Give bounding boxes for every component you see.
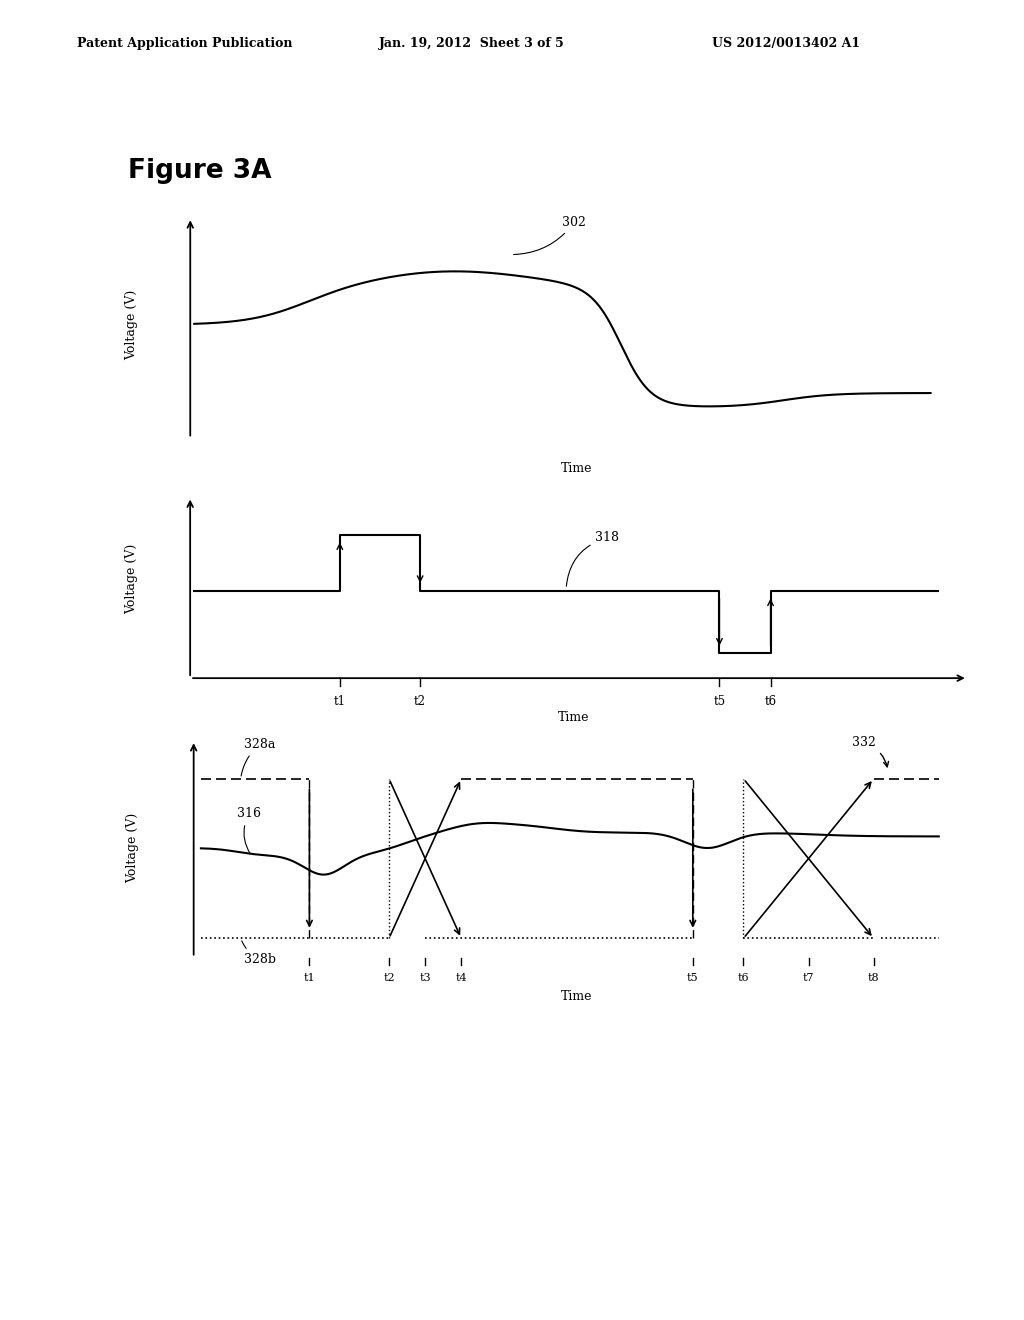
Text: Jan. 19, 2012  Sheet 3 of 5: Jan. 19, 2012 Sheet 3 of 5 <box>379 37 564 50</box>
Text: t5: t5 <box>687 973 698 983</box>
Text: t4: t4 <box>456 973 467 983</box>
Text: 328a: 328a <box>241 738 275 776</box>
Text: t3: t3 <box>420 973 431 983</box>
Text: 332: 332 <box>852 737 889 767</box>
Text: Time: Time <box>561 462 593 475</box>
Text: t1: t1 <box>334 694 346 708</box>
Text: 302: 302 <box>514 215 587 255</box>
Text: 318: 318 <box>566 531 620 586</box>
Text: Time: Time <box>561 990 593 1003</box>
Text: t2: t2 <box>383 973 395 983</box>
Text: t2: t2 <box>414 694 426 708</box>
Text: t7: t7 <box>803 973 814 983</box>
Text: US 2012/0013402 A1: US 2012/0013402 A1 <box>712 37 860 50</box>
Text: 316: 316 <box>238 808 261 853</box>
Text: Voltage (V): Voltage (V) <box>125 544 138 614</box>
Text: Patent Application Publication: Patent Application Publication <box>77 37 292 50</box>
Text: t6: t6 <box>765 694 776 708</box>
Text: Voltage (V): Voltage (V) <box>126 813 138 883</box>
Text: Figure 3A: Figure 3A <box>128 158 271 185</box>
Text: Voltage (V): Voltage (V) <box>125 289 138 360</box>
Text: 328b: 328b <box>242 941 276 966</box>
Text: t6: t6 <box>737 973 750 983</box>
Text: t8: t8 <box>867 973 880 983</box>
Text: t5: t5 <box>714 694 726 708</box>
Text: Time: Time <box>558 711 589 725</box>
Text: t1: t1 <box>303 973 315 983</box>
